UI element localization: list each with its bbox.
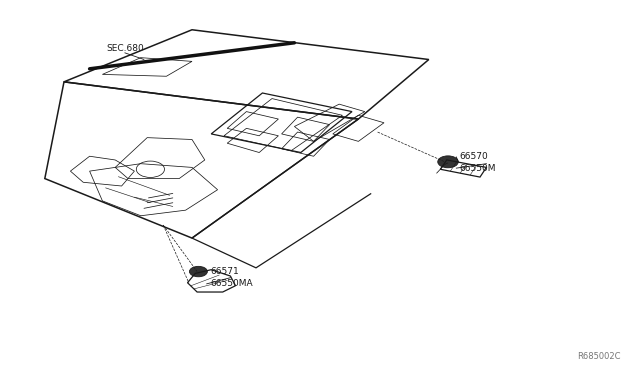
Text: 66571: 66571: [210, 267, 239, 276]
Text: R685002C: R685002C: [577, 352, 621, 361]
Text: SEC.680: SEC.680: [106, 44, 143, 53]
Text: 66570: 66570: [460, 153, 488, 161]
Text: 66550M: 66550M: [460, 164, 496, 173]
Circle shape: [189, 266, 207, 277]
Text: 66550MA: 66550MA: [210, 279, 253, 288]
Circle shape: [438, 156, 458, 168]
